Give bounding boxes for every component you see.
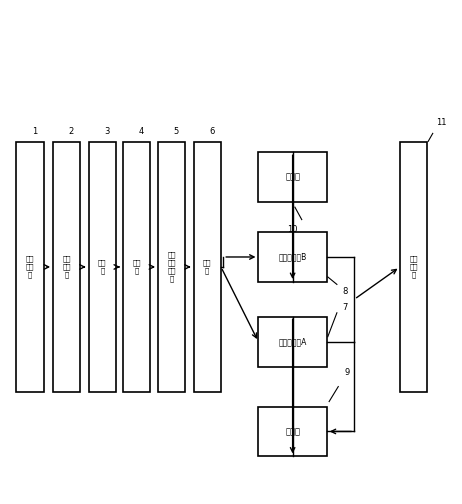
Text: 对辗
破碎
机: 对辗 破碎 机 — [62, 256, 71, 278]
Text: 9: 9 — [345, 367, 350, 376]
Text: 球磨
机: 球磨 机 — [98, 260, 107, 274]
Text: 1: 1 — [32, 128, 37, 137]
Text: 行星
强制
混合
机: 行星 强制 混合 机 — [167, 251, 176, 282]
Bar — [123, 142, 150, 392]
Text: 7: 7 — [342, 303, 348, 312]
Text: 颚式
破碎
机: 颚式 破碎 机 — [26, 256, 34, 278]
Text: 6: 6 — [209, 128, 214, 137]
Text: 干集
机: 干集 机 — [203, 260, 212, 274]
Text: 8: 8 — [342, 287, 348, 296]
Text: 4: 4 — [139, 128, 144, 137]
Text: 5: 5 — [174, 128, 179, 137]
Bar — [258, 317, 327, 366]
Bar — [258, 152, 327, 202]
Bar — [158, 142, 185, 392]
Text: 高压反应釜A: 高压反应釜A — [279, 337, 307, 346]
Bar — [194, 142, 221, 392]
Text: 3: 3 — [104, 128, 109, 137]
Bar — [258, 232, 327, 282]
Text: 氮气源: 氮气源 — [285, 173, 300, 182]
Bar — [400, 142, 427, 392]
Text: 11: 11 — [436, 118, 446, 128]
Bar — [89, 142, 116, 392]
Text: 10: 10 — [287, 225, 298, 233]
Bar — [17, 142, 44, 392]
Text: 振动
筛: 振动 筛 — [132, 260, 141, 274]
Text: 高压反应釜B: 高压反应釜B — [279, 253, 307, 262]
Text: 锤式
破碎
机: 锤式 破碎 机 — [409, 256, 418, 278]
Text: 2: 2 — [69, 128, 74, 137]
Bar — [258, 407, 327, 456]
Bar — [53, 142, 80, 392]
Text: 真空机: 真空机 — [285, 427, 300, 436]
